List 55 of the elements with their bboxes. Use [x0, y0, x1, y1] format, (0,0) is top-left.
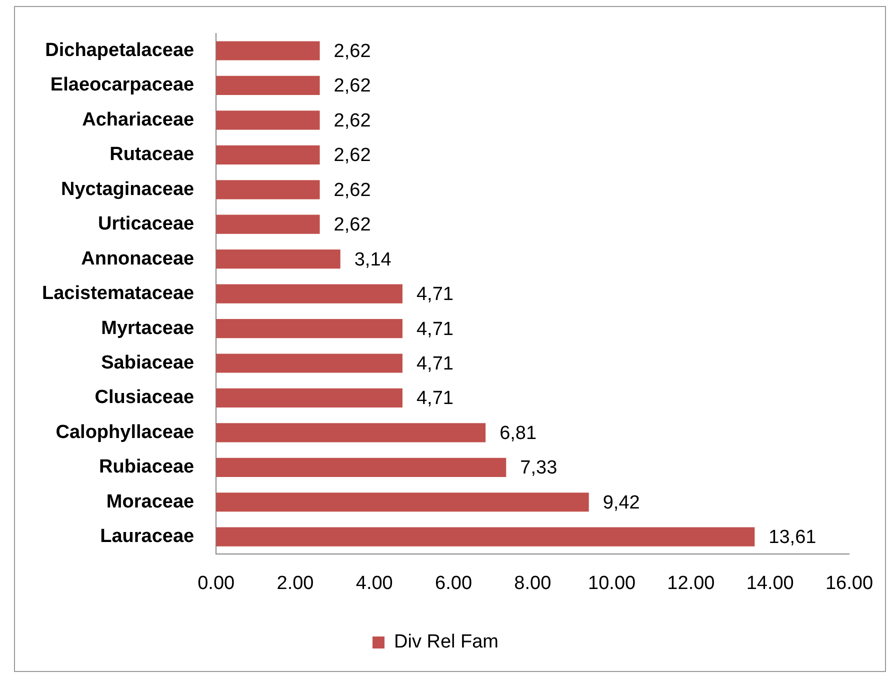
- x-tick-label: 6.00: [435, 572, 472, 594]
- bar: [216, 145, 320, 164]
- bar: [216, 527, 755, 546]
- data-label: 9,42: [602, 492, 640, 514]
- x-tick-label: 14.00: [746, 572, 794, 594]
- y-tick-label: Calophyllaceae: [56, 422, 194, 443]
- bar: [216, 180, 320, 200]
- x-tick-label: 12.00: [667, 572, 715, 594]
- data-label: 3,14: [354, 249, 392, 270]
- x-tick-label: 16.00: [825, 572, 873, 594]
- y-tick-label: Annonaceae: [81, 248, 194, 270]
- bar: [216, 388, 402, 408]
- y-tick-label: Lacistemataceae: [42, 283, 194, 304]
- bar: [216, 250, 340, 269]
- x-tick-label: 0.00: [198, 572, 235, 594]
- data-label: 2,62: [334, 110, 371, 132]
- data-label: 4,71: [416, 353, 454, 374]
- bar: [216, 354, 402, 373]
- bar: [216, 214, 320, 234]
- y-tick-label: Dichapetalaceae: [45, 40, 194, 61]
- y-tick-label: Achariaceae: [82, 109, 194, 130]
- data-label: 4,71: [416, 318, 454, 340]
- data-label: 2,62: [334, 145, 371, 166]
- data-label: 2,62: [334, 76, 371, 97]
- bar: [216, 110, 320, 130]
- y-tick-label: Nyctaginaceae: [61, 178, 194, 200]
- x-tick-label: 2.00: [276, 572, 314, 594]
- data-label: 7,33: [520, 458, 558, 479]
- x-tick-label: 8.00: [514, 572, 552, 594]
- bar: [216, 76, 320, 96]
- y-tick-label: Moraceae: [106, 491, 194, 512]
- bar: [216, 41, 320, 60]
- y-tick-label: Lauraceae: [100, 526, 194, 548]
- bar: [216, 318, 402, 338]
- bar: [216, 423, 486, 442]
- bar: [216, 492, 589, 512]
- data-label: 2,62: [334, 180, 371, 201]
- y-tick-label: Rutaceae: [110, 144, 194, 166]
- x-tick-label: 4.00: [356, 572, 393, 594]
- data-label: 4,71: [416, 284, 454, 306]
- data-label: 6,81: [500, 422, 537, 444]
- y-tick-label: Myrtaceae: [101, 318, 194, 339]
- data-label: 2,62: [334, 214, 371, 236]
- bar: [216, 458, 506, 477]
- data-label: 13,61: [768, 527, 816, 548]
- y-tick-label: Clusiaceae: [94, 387, 194, 408]
- legend-label: Div Rel Fam: [394, 632, 499, 653]
- data-label: 4,71: [416, 388, 454, 410]
- y-tick-label: Rubiaceae: [99, 456, 194, 478]
- bar: [216, 284, 402, 304]
- x-tick-label: 10.00: [588, 572, 636, 594]
- y-tick-label: Elaeocarpaceae: [50, 74, 194, 96]
- y-tick-label: Urticaceae: [98, 214, 194, 235]
- y-tick-label: Sabiaceae: [101, 352, 194, 374]
- data-label: 2,62: [334, 40, 371, 62]
